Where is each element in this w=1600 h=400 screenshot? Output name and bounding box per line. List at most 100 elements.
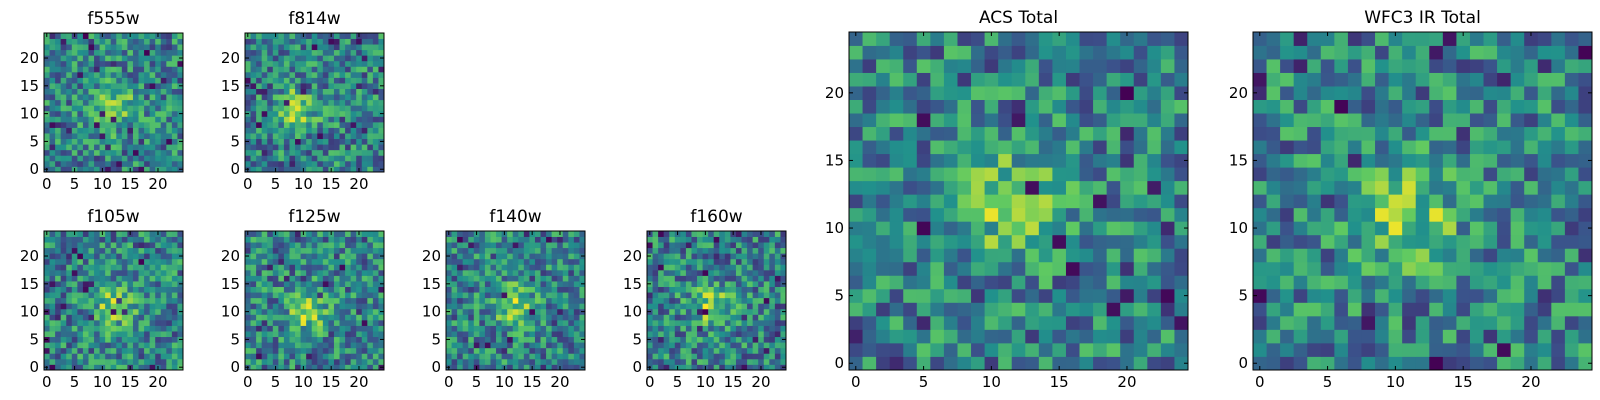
heatmap-cell bbox=[1025, 356, 1040, 371]
heatmap-cell bbox=[512, 286, 519, 293]
heatmap-cell bbox=[1052, 275, 1067, 290]
heatmap-cell bbox=[77, 49, 84, 56]
heatmap-cell bbox=[166, 138, 173, 145]
heatmap-cell bbox=[132, 242, 139, 249]
heatmap-cell bbox=[116, 258, 123, 265]
heatmap-cell bbox=[350, 94, 357, 101]
heatmap-cell bbox=[306, 325, 313, 332]
heatmap-cell bbox=[256, 353, 263, 360]
heatmap-cell bbox=[272, 336, 279, 343]
heatmap-cell bbox=[55, 121, 62, 128]
heatmap-cell bbox=[300, 155, 307, 162]
heatmap-cell bbox=[680, 242, 687, 249]
y-tick-label: 0 bbox=[230, 160, 240, 178]
heatmap-cell bbox=[127, 242, 134, 249]
x-tick-label: 0 bbox=[444, 373, 454, 391]
heatmap-cell bbox=[568, 236, 575, 243]
heatmap-cell bbox=[484, 253, 491, 260]
heatmap-cell bbox=[1442, 207, 1457, 222]
heatmap-cell bbox=[155, 342, 162, 349]
heatmap-cell bbox=[105, 71, 112, 78]
heatmap-cell bbox=[501, 319, 508, 326]
heatmap-cell bbox=[674, 347, 681, 354]
heatmap-cell bbox=[1093, 329, 1108, 344]
heatmap-cell bbox=[60, 138, 67, 145]
heatmap-cell bbox=[138, 231, 145, 237]
heatmap-cell bbox=[44, 319, 50, 326]
heatmap-cell bbox=[60, 105, 67, 112]
heatmap-cell bbox=[652, 336, 659, 343]
heatmap-cell bbox=[166, 88, 173, 95]
heatmap-cell bbox=[446, 319, 452, 326]
heatmap-cell bbox=[763, 314, 770, 321]
heatmap-cell bbox=[267, 264, 274, 271]
heatmap-cell bbox=[1334, 302, 1349, 317]
heatmap-cell bbox=[149, 160, 156, 167]
heatmap-cell bbox=[876, 342, 891, 357]
heatmap-cell bbox=[1038, 99, 1053, 114]
heatmap-cell bbox=[322, 303, 329, 310]
heatmap-cell bbox=[82, 242, 89, 249]
heatmap-cell bbox=[177, 94, 184, 101]
heatmap-cell bbox=[127, 269, 134, 276]
heatmap-cell bbox=[245, 358, 251, 365]
heatmap-cell bbox=[356, 116, 363, 123]
heatmap-cell bbox=[719, 303, 726, 310]
heatmap-cell bbox=[730, 314, 737, 321]
heatmap-cell bbox=[1280, 342, 1295, 357]
heatmap-cell bbox=[339, 105, 346, 112]
heatmap-cell bbox=[322, 331, 329, 338]
heatmap-cell bbox=[1133, 32, 1148, 46]
heatmap-cell bbox=[44, 303, 50, 310]
heatmap-cell bbox=[1147, 315, 1162, 330]
heatmap-cell bbox=[66, 303, 73, 310]
heatmap-cell bbox=[333, 336, 340, 343]
heatmap-cell bbox=[758, 303, 765, 310]
heatmap-cell bbox=[1025, 32, 1040, 46]
heatmap-cell bbox=[669, 242, 676, 249]
heatmap-cell bbox=[171, 49, 178, 56]
heatmap-cell bbox=[568, 331, 575, 338]
heatmap-cell bbox=[523, 286, 530, 293]
heatmap-cell bbox=[372, 336, 379, 343]
heatmap-cell bbox=[1483, 356, 1498, 371]
heatmap-cell bbox=[372, 33, 379, 39]
heatmap-cell bbox=[245, 297, 251, 304]
heatmap-cell bbox=[77, 71, 84, 78]
heatmap-cell bbox=[306, 258, 313, 265]
heatmap-cell bbox=[691, 286, 698, 293]
heatmap-cell bbox=[1106, 207, 1121, 222]
heatmap-cell bbox=[267, 286, 274, 293]
heatmap-cell bbox=[763, 264, 770, 271]
heatmap-cell bbox=[127, 77, 134, 84]
heatmap-cell bbox=[149, 144, 156, 151]
heatmap-cell bbox=[256, 77, 263, 84]
heatmap-cell bbox=[283, 242, 290, 249]
heatmap-cell bbox=[702, 303, 709, 310]
heatmap-cell bbox=[55, 331, 62, 338]
heatmap-cell bbox=[876, 153, 891, 168]
heatmap-cell bbox=[1065, 167, 1080, 182]
heatmap-cell bbox=[155, 99, 162, 106]
heatmap-cell bbox=[1415, 248, 1430, 263]
heatmap-cell bbox=[49, 314, 56, 321]
heatmap-cell bbox=[462, 364, 469, 371]
heatmap-cell bbox=[685, 364, 692, 371]
heatmap-cell bbox=[372, 88, 379, 95]
heatmap-cell bbox=[116, 155, 123, 162]
heatmap-cell bbox=[971, 45, 985, 60]
heatmap-cell bbox=[322, 144, 329, 151]
heatmap-cell bbox=[457, 297, 464, 304]
heatmap-cell bbox=[957, 248, 972, 263]
heatmap-cell bbox=[289, 292, 296, 299]
heatmap-cell bbox=[468, 242, 475, 249]
heatmap-cell bbox=[1293, 288, 1308, 303]
heatmap-cell bbox=[496, 336, 502, 343]
heatmap-cell bbox=[669, 297, 676, 304]
heatmap-cell bbox=[333, 297, 340, 304]
heatmap-cell bbox=[971, 261, 985, 276]
heatmap-cell bbox=[116, 347, 123, 354]
heatmap-cell bbox=[984, 261, 999, 276]
heatmap-cell bbox=[378, 149, 385, 156]
heatmap-cell bbox=[724, 253, 731, 260]
